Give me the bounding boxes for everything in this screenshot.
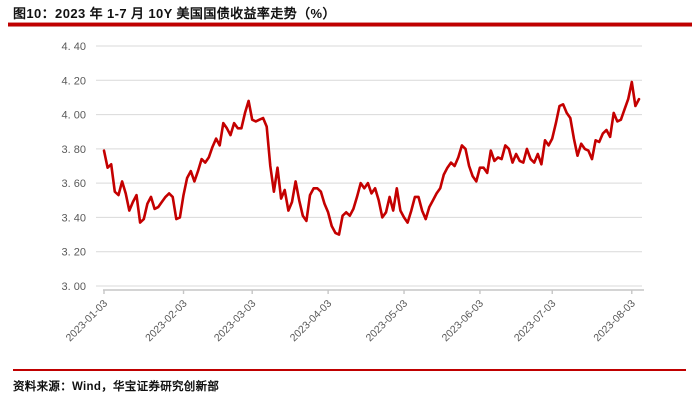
y-tick-label: 3. 00	[62, 281, 86, 293]
title-underline	[8, 22, 692, 27]
x-tick-label: 2023-06-03	[440, 298, 487, 345]
x-tick-label: 2023-02-03	[143, 298, 190, 345]
x-axis-ticks	[103, 290, 633, 294]
gridlines	[96, 45, 642, 287]
yield-chart: 4. 40 4. 20 4. 00 3. 80 3. 60 3. 40 3. 20 3. 00…	[62, 41, 644, 345]
x-axis-labels: 2023-01-03 2023-02-03 2023-03-03 2023-04-03…	[64, 298, 638, 345]
x-tick-label: 2023-07-03	[512, 298, 559, 345]
y-axis-labels: 4. 40 4. 20 4. 00 3. 80 3. 60 3. 40 3. 20 3. 00	[62, 41, 86, 293]
source-note: 资料来源：Wind，华宝证券研究创新部	[13, 381, 220, 393]
x-tick-label: 2023-05-03	[364, 298, 411, 345]
footer-divider	[13, 369, 686, 371]
y-tick-label: 3. 60	[62, 178, 86, 190]
y-tick-label: 4. 00	[62, 110, 86, 122]
x-tick-label: 2023-01-03	[64, 298, 111, 345]
y-tick-label: 3. 40	[62, 212, 86, 224]
figure-title: 图10：2023 年 1-7 月 10Y 美国国债收益率走势（%）	[13, 6, 336, 21]
x-tick-label: 2023-03-03	[212, 298, 259, 345]
yield-chart-svg: 4. 40 4. 20 4. 00 3. 80 3. 60 3. 40 3. 20 3. 00…	[62, 41, 644, 345]
y-tick-label: 3. 20	[62, 247, 86, 259]
y-tick-label: 4. 20	[62, 75, 86, 87]
x-tick-label: 2023-04-03	[288, 298, 335, 345]
y-tick-label: 3. 80	[62, 144, 86, 156]
y-tick-label: 4. 40	[62, 41, 86, 53]
x-tick-label: 2023-08-03	[591, 298, 638, 345]
yield-line	[102, 80, 641, 236]
